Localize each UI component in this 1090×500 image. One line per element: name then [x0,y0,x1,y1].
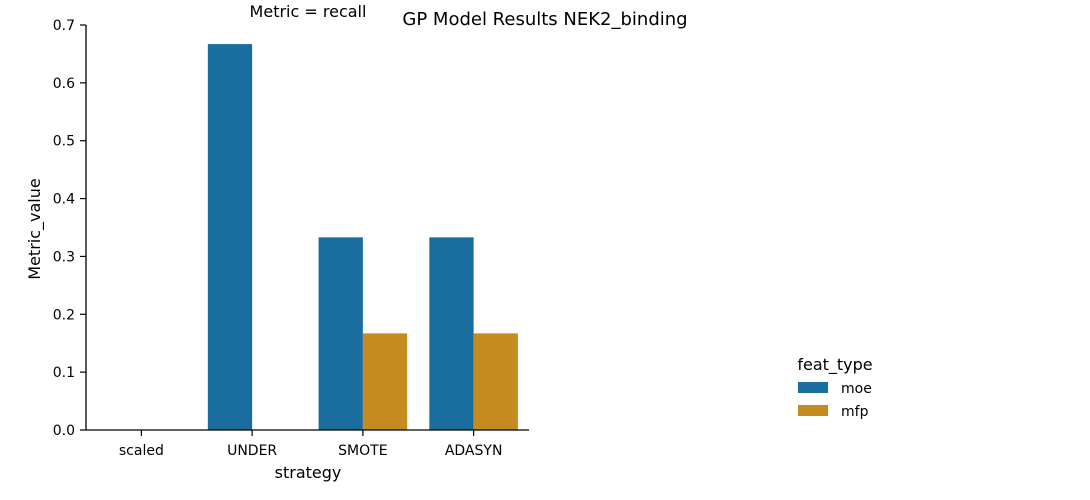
x-ticks-group: scaled UNDER SMOTE ADASYN [119,430,503,459]
bar-mfp-SMOTE [362,333,408,430]
chart-title: GP Model Results NEK2_binding [402,9,687,30]
legend-swatch-moe [798,382,828,393]
bar-moe-ADASYN [429,237,474,430]
y-tick-label: 0.1 [53,365,75,381]
x-axis-label: strategy [275,463,342,482]
y-tick-label: 0.5 [53,134,75,150]
legend-swatch-mfp [798,405,828,416]
y-tick-label: 0.2 [53,307,75,323]
legend: feat_type moe mfp [797,355,872,420]
x-tick-label: scaled [119,443,164,459]
bar-mfp-ADASYN [473,333,518,430]
bar-moe-UNDER [207,44,253,430]
x-tick-label: UNDER [227,443,277,459]
y-ticks-group: 0.0 0.1 0.2 0.3 0.4 0.5 0.6 0.7 [53,18,86,439]
x-tick-label: SMOTE [338,443,387,459]
y-axis-label: Metric_value [25,178,45,279]
legend-label-mfp: mfp [841,404,869,420]
x-tick-label: ADASYN [445,443,503,459]
bars-group [207,44,518,430]
legend-label-moe: moe [841,381,872,397]
y-tick-label: 0.0 [53,423,75,439]
y-tick-label: 0.3 [53,249,75,265]
y-tick-label: 0.7 [53,18,75,34]
legend-title: feat_type [797,355,872,375]
y-tick-label: 0.6 [53,76,75,92]
bar-moe-SMOTE [318,237,363,430]
y-tick-label: 0.4 [53,192,75,208]
chart-subtitle: Metric = recall [250,2,367,21]
